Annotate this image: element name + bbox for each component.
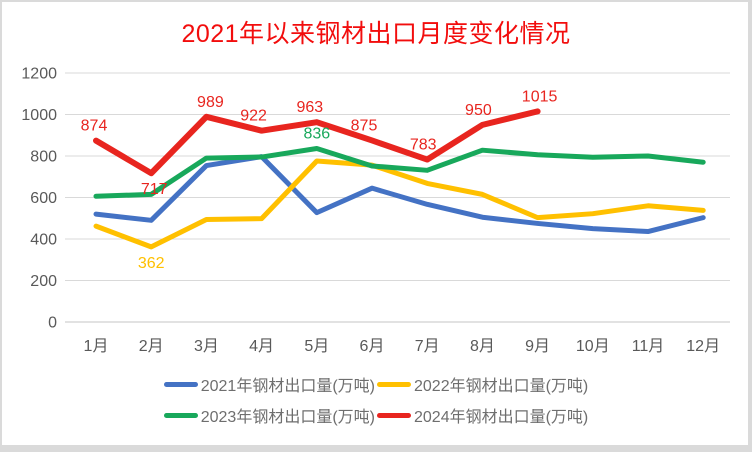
legend-swatch-2022-icon [377, 381, 411, 387]
svg-text:717: 717 [141, 181, 168, 198]
svg-text:3月: 3月 [194, 338, 219, 355]
svg-text:1000: 1000 [21, 107, 57, 124]
svg-text:2月: 2月 [139, 338, 164, 355]
legend-row-1: 2021年钢材出口量(万吨) 2022年钢材出口量(万吨) [163, 372, 588, 396]
svg-text:1200: 1200 [21, 66, 57, 83]
legend-swatch-2024-icon [377, 412, 411, 418]
legend-swatch-2021-icon [163, 381, 198, 387]
legend-item-2024: 2024年钢材出口量(万吨) [377, 403, 588, 427]
svg-text:1015: 1015 [522, 88, 558, 105]
svg-text:200: 200 [30, 273, 57, 290]
svg-text:836: 836 [303, 126, 330, 143]
svg-text:963: 963 [296, 99, 323, 116]
svg-text:8月: 8月 [470, 338, 495, 355]
legend-label-2022: 2022年钢材出口量(万吨) [414, 378, 589, 395]
chart-card [2, 2, 748, 445]
chart-legend: 2021年钢材出口量(万吨) 2022年钢材出口量(万吨) 2023年钢材出口量… [0, 372, 752, 427]
svg-text:6月: 6月 [360, 338, 385, 355]
svg-text:9月: 9月 [525, 338, 550, 355]
svg-text:989: 989 [197, 94, 224, 111]
legend-item-2021: 2021年钢材出口量(万吨) [163, 372, 375, 396]
legend-item-2022: 2022年钢材出口量(万吨) [377, 372, 588, 396]
legend-swatch-2023-icon [163, 412, 198, 418]
svg-text:950: 950 [465, 102, 492, 119]
svg-text:10月: 10月 [576, 338, 610, 355]
svg-text:12月: 12月 [686, 338, 720, 355]
svg-text:7月: 7月 [415, 338, 440, 355]
svg-text:874: 874 [81, 118, 108, 135]
svg-text:783: 783 [410, 137, 437, 154]
svg-text:922: 922 [240, 108, 267, 125]
svg-text:11月: 11月 [632, 338, 665, 355]
legend-item-2023: 2023年钢材出口量(万吨) [163, 403, 375, 427]
legend-label-2023: 2023年钢材出口量(万吨) [200, 409, 375, 426]
legend-row-2: 2023年钢材出口量(万吨) 2024年钢材出口量(万吨) [163, 403, 588, 427]
svg-text:4月: 4月 [249, 338, 274, 355]
legend-label-2024: 2024年钢材出口量(万吨) [414, 409, 589, 426]
svg-text:362: 362 [138, 255, 165, 272]
chart-title: 2021年以来钢材出口月度变化情况 [181, 20, 571, 48]
svg-text:875: 875 [351, 117, 378, 134]
svg-text:800: 800 [30, 149, 57, 166]
legend-label-2021: 2021年钢材出口量(万吨) [200, 378, 375, 395]
svg-text:600: 600 [30, 190, 57, 207]
svg-text:0: 0 [48, 315, 57, 332]
svg-text:400: 400 [30, 232, 57, 249]
svg-text:1月: 1月 [84, 338, 109, 355]
svg-text:5月: 5月 [304, 338, 329, 355]
